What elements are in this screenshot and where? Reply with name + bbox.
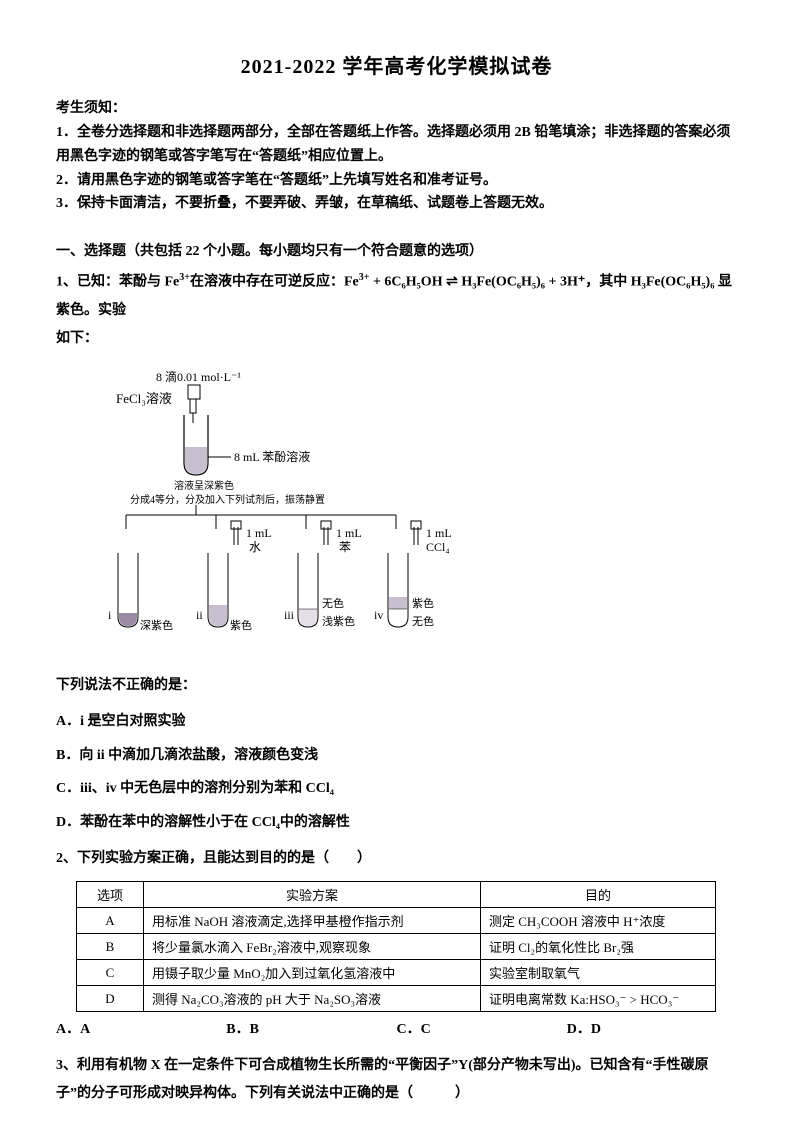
table-head-0: 选项 [77,882,144,908]
cell: B [77,934,144,960]
table-row: D 测得 Na₂CO₃溶液的 pH 大于 Na₂SO₃溶液 证明电离常数 Ka:… [77,986,716,1012]
tube-res-1: 深紫色 [140,618,173,632]
cell: 用标准 NaOH 溶液滴定,选择甲基橙作指示剂 [144,908,481,934]
diagram-add-3b: 苯 [339,540,351,554]
diagram-add-3a: 1 mL [336,526,362,540]
table-head-2: 目的 [481,882,716,908]
cell: 证明电离常数 Ka:HSO₃⁻ > HCO₃⁻ [481,986,716,1012]
q1-text-a: 1、已知：苯酚与 Fe [56,275,179,290]
cell: C [77,960,144,986]
question-1-diagram: 8 滴0.01 mol·L⁻¹ FeCl₃溶液 8 mL 苯酚溶液 溶液呈深紫色… [96,367,737,662]
q1-sup-2: 3+ [359,272,370,283]
tube-res-2: 紫色 [230,618,252,632]
table-head-1: 实验方案 [144,882,481,908]
diagram-add-2a: 1 mL [246,526,272,540]
cell: 测得 Na₂CO₃溶液的 pH 大于 Na₂SO₃溶液 [144,986,481,1012]
cell: 将少量氯水滴入 FeBr₂溶液中,观察现象 [144,934,481,960]
notice-heading: 考生须知： [56,97,737,117]
question-2-choices: A．A B．B C．C D．D [56,1018,737,1038]
cell: 证明 Cl₂的氧化性比 Br₂强 [481,934,716,960]
tube-num-2: ii [196,608,203,622]
diagram-top-label-2: FeCl₃溶液 [116,391,172,406]
dropper-icon-2 [231,521,241,545]
tube-num-3: iii [284,608,295,622]
diagram-add-4b: CCl₄ [426,540,450,554]
cell: A [77,908,144,934]
q1-option-a: A．i 是空白对照实验 [56,710,737,734]
cell: 测定 CH₃COOH 溶液中 H⁺浓度 [481,908,716,934]
question-1-stem-2: 如下： [56,325,737,353]
diagram-add-4a: 1 mL [426,526,452,540]
tube-res-4-bot: 无色 [412,614,434,628]
dropper-icon-3 [321,521,331,545]
q1-option-c: C．iii、iv 中无色层中的溶剂分别为苯和 CCl₄ [56,777,737,801]
question-1-prompt: 下列说法不正确的是： [56,672,737,700]
table-row: A 用标准 NaOH 溶液滴定,选择甲基橙作指示剂 测定 CH₃COOH 溶液中… [77,908,716,934]
diagram-under-2: 分成4等分，分及加入下列试剂后，振荡静置 [130,493,325,506]
notice-line-2: 2．请用黑色字迹的钢笔或答字笔在“答题纸”上先填写姓名和准考证号。 [56,169,737,193]
diagram-top-label: 8 滴0.01 mol·L⁻¹ [156,369,241,384]
notice-line-1: 1．全卷分选择题和非选择题两部分，全部在答题纸上作答。选择题必须用 2B 铅笔填… [56,121,737,169]
tube-res-3-top: 无色 [322,596,344,610]
q2-choice-c: C．C [397,1018,567,1038]
q1-sup-1: 3+ [179,272,190,283]
question-1-stem: 1、已知：苯酚与 Fe3+在溶液中存在可逆反应：Fe3+ + 6C₆H₅OH ⇌… [56,268,737,325]
table-row: B 将少量氯水滴入 FeBr₂溶液中,观察现象 证明 Cl₂的氧化性比 Br₂强 [77,934,716,960]
table-row: C 用镊子取少量 MnO₂加入到过氧化氢溶液中 实验室制取氧气 [77,960,716,986]
question-3-stem: 3、利用有机物 X 在一定条件下可合成植物生长所需的“平衡因子”Y(部分产物未写… [56,1052,737,1108]
page-title: 2021-2022 学年高考化学模拟试卷 [56,50,737,79]
tube-res-3-bot: 浅紫色 [322,614,355,628]
q2-choice-b: B．B [226,1018,396,1038]
cell: 实验室制取氧气 [481,960,716,986]
diagram-add-2b: 水 [249,540,261,554]
section-1-heading: 一、选择题（共包括 22 个小题。每小题均只有一个符合题意的选项） [56,240,737,260]
question-2-stem: 2、下列实验方案正确，且能达到目的的是（ ） [56,845,737,873]
cell: 用镊子取少量 MnO₂加入到过氧化氢溶液中 [144,960,481,986]
q1-option-b: B．向 ii 中滴加几滴浓盐酸，溶液颜色变浅 [56,744,737,768]
tube-res-4-top: 紫色 [412,596,434,610]
notice-line-3: 3．保持卡面清洁，不要折叠，不要弄破、弄皱，在草稿纸、试题卷上答题无效。 [56,192,737,216]
q2-choice-a: A．A [56,1018,226,1038]
tube-num-1: i [108,608,112,622]
cell: D [77,986,144,1012]
question-2-table: 选项 实验方案 目的 A 用标准 NaOH 溶液滴定,选择甲基橙作指示剂 测定 … [76,881,716,1012]
q2-choice-d: D．D [567,1018,737,1038]
diagram-under-1: 溶液呈深紫色 [174,479,234,492]
q1-option-d: D．苯酚在苯中的溶解性小于在 CCl₄中的溶解性 [56,811,737,835]
dropper-icon-4 [411,521,421,545]
diagram-beaker-label: 8 mL 苯酚溶液 [234,449,310,464]
q1-text-b: 在溶液中存在可逆反应：Fe [190,275,359,290]
tube-num-4: iv [374,608,383,622]
